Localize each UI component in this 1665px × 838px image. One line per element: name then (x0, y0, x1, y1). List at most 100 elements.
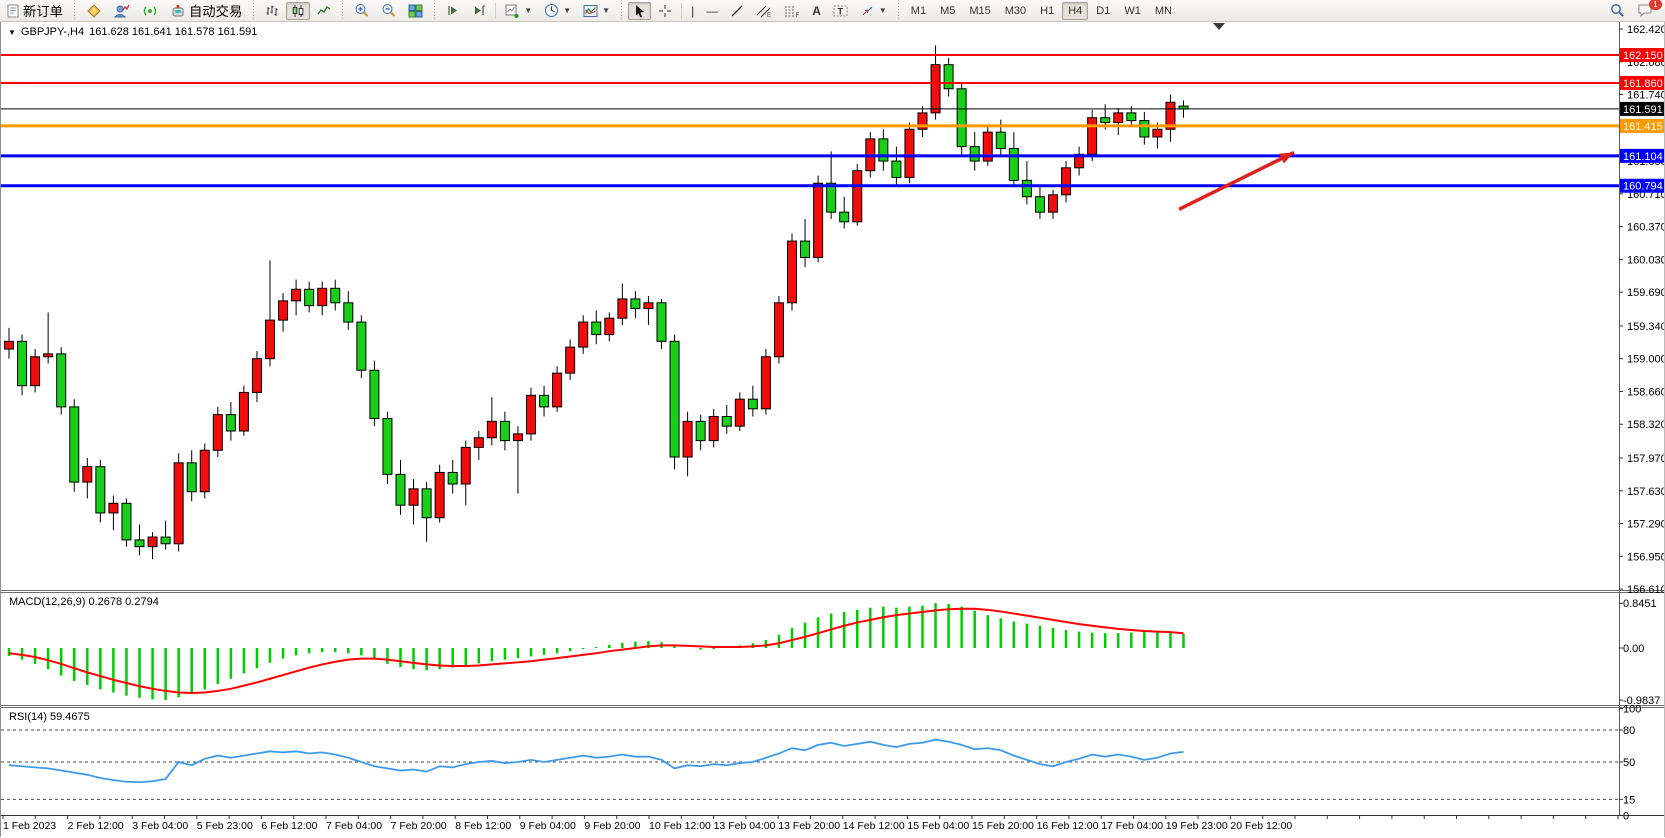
rsi-axis-label: 80 (1623, 725, 1635, 737)
tab-timeframe-h4[interactable]: H4 (1062, 1, 1089, 20)
chart-shift-marker[interactable] (1213, 23, 1225, 30)
trendline-tool-button[interactable] (725, 2, 749, 20)
time-tick-label: 17 Feb 04:00 (1101, 820, 1163, 832)
cursor-tool-button[interactable] (628, 1, 652, 20)
price-axis[interactable]: 162.420162.080161.740161.400161.050160.7… (1619, 24, 1664, 822)
tab-timeframe-m15[interactable]: M15 (963, 2, 996, 20)
macd-signal-line (8, 607, 1184, 695)
time-tick-label: 7 Feb 20:00 (391, 820, 447, 832)
svg-text:E: E (767, 13, 771, 18)
line-chart-button[interactable] (312, 2, 336, 20)
periods-button[interactable]: ▼ (539, 2, 576, 20)
zoom-in-button[interactable] (349, 2, 374, 20)
equidistant-channel-tool-button[interactable]: E (751, 2, 777, 20)
vertical-line-icon: | (691, 3, 695, 18)
auto-scroll-button[interactable] (441, 2, 465, 20)
time-tick-label: 9 Feb 04:00 (520, 820, 576, 832)
new-order-icon (7, 4, 19, 17)
macd-axis-label: 0.8451 (1623, 598, 1657, 610)
tile-windows-button[interactable] (403, 2, 428, 20)
dropdown-caret-icon: ▼ (524, 6, 533, 15)
tab-timeframe-mn[interactable]: MN (1149, 2, 1178, 20)
bar-chart-button[interactable] (260, 2, 284, 20)
time-tick-label: 10 Feb 12:00 (649, 820, 711, 832)
candlestick-button[interactable] (286, 1, 311, 20)
signals-button[interactable] (137, 2, 163, 20)
price-level-badge: 161.860 (1620, 75, 1664, 90)
auto-trading-button[interactable]: 自动交易 (165, 2, 247, 20)
price-tick-label: 158.320 (1627, 419, 1664, 431)
tab-timeframe-h1[interactable]: H1 (1034, 2, 1060, 20)
time-tick-label: 8 Feb 12:00 (455, 820, 511, 832)
time-tick-label: 13 Feb 04:00 (714, 820, 776, 832)
profiles-button[interactable] (109, 2, 135, 20)
line-chart-icon (317, 5, 331, 14)
symbol-title: GBPJPY-,H4 (20, 26, 85, 38)
trend-arrow-annotation[interactable] (1178, 150, 1295, 211)
tab-timeframe-m1[interactable]: M1 (905, 2, 932, 20)
templates-button[interactable]: ▼ (578, 2, 615, 20)
tab-timeframe-w1[interactable]: W1 (1118, 2, 1147, 20)
dropdown-caret-icon: ▼ (563, 6, 572, 15)
tab-timeframe-d1[interactable]: D1 (1090, 2, 1116, 20)
macd-axis-label: -0.9837 (1623, 695, 1660, 707)
macd-indicator-label: MACD(12,26,9) 0.2678 0.2794 (9, 596, 159, 608)
dropdown-caret-icon: ▼ (878, 6, 887, 15)
arrows-tool-button[interactable]: ▼ (855, 2, 892, 20)
new-chart-button[interactable]: ▼ (500, 2, 537, 20)
symbol-info-bar[interactable]: ▼ GBPJPY-,H4 161.628 161.641 161.578 161… (8, 26, 257, 38)
vertical-line-tool-button[interactable]: | (686, 2, 699, 20)
trendline-icon (731, 5, 743, 16)
rsi-axis-label: 15 (1623, 794, 1635, 806)
svg-text:T: T (837, 6, 843, 16)
time-tick-label: 5 Feb 23:00 (197, 820, 253, 832)
symbol-ohlc-values: 161.628 161.641 161.578 161.591 (89, 26, 258, 38)
time-tick-label: 3 Feb 04:00 (132, 820, 188, 832)
market-watch-button[interactable] (81, 2, 107, 20)
chart-window[interactable]: 162.420162.080161.740161.400161.050160.7… (0, 21, 1665, 838)
channel-icon: E (756, 5, 771, 18)
toolbar-grip (431, 2, 439, 19)
search-button[interactable] (1605, 2, 1630, 20)
time-tick-label: 2 Feb 12:00 (68, 820, 124, 832)
horizontal-line-tool-button[interactable]: — (701, 2, 723, 20)
dropdown-caret-icon: ▼ (602, 6, 611, 15)
price-tick-label: 157.630 (1627, 486, 1664, 498)
new-order-label: 新订单 (23, 4, 63, 19)
notifications-button[interactable]: 1 (1632, 0, 1662, 20)
crosshair-tool-button[interactable] (653, 2, 677, 20)
text-label-icon: T (833, 5, 848, 16)
tab-timeframe-m5[interactable]: M5 (934, 2, 961, 20)
price-level-badge: 162.150 (1620, 48, 1664, 63)
rsi-line (8, 738, 1184, 784)
svg-text:160.794: 160.794 (1623, 181, 1663, 193)
market-watch-icon (87, 3, 101, 18)
toolbar-grip (339, 2, 347, 19)
tab-timeframe-m30[interactable]: M30 (999, 2, 1032, 20)
new-chart-icon (505, 4, 519, 18)
pane-separator[interactable] (1, 705, 1664, 708)
svg-text:161.104: 161.104 (1623, 151, 1663, 163)
price-level-badge: 160.794 (1620, 178, 1664, 193)
toolbar-separator (681, 2, 683, 19)
chart-canvas[interactable]: 162.420162.080161.740161.400161.050160.7… (1, 21, 1664, 838)
price-level-badge: 161.104 (1620, 148, 1664, 163)
time-tick-label: 9 Feb 20:00 (584, 820, 640, 832)
zoom-out-button[interactable] (376, 2, 401, 20)
svg-text:161.860: 161.860 (1623, 78, 1663, 90)
time-axis[interactable]: 1 Feb 2023 2 Feb 12:00 3 Feb 04:00 5 Feb 23… (2, 815, 1619, 833)
fibonacci-tool-button[interactable]: F (779, 2, 805, 20)
new-order-button[interactable]: 新订单 (1, 2, 68, 20)
time-tick-label: 13 Feb 20:00 (778, 820, 840, 832)
price-level-lines[interactable] (1, 54, 1619, 188)
chart-shift-icon (475, 5, 486, 15)
chart-shift-button[interactable] (467, 2, 491, 20)
symbol-dropdown-icon[interactable]: ▼ (8, 27, 16, 37)
horizontal-line-icon: — (706, 3, 719, 18)
text-tool-button[interactable]: A (807, 2, 826, 20)
pane-separator[interactable] (1, 590, 1664, 593)
text-label-tool-button[interactable]: T (828, 2, 853, 20)
candlestick-icon (292, 4, 304, 17)
templates-icon (583, 4, 598, 17)
